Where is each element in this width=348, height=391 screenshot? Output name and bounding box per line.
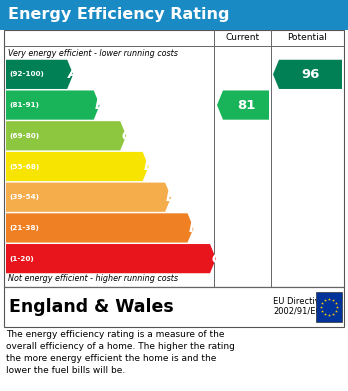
Text: (69-80): (69-80) [9, 133, 39, 139]
Text: A: A [68, 67, 79, 81]
Text: 2002/91/EC: 2002/91/EC [273, 307, 321, 316]
Polygon shape [6, 183, 171, 212]
Text: (21-38): (21-38) [9, 225, 39, 231]
Text: Energy Efficiency Rating: Energy Efficiency Rating [8, 7, 229, 23]
Polygon shape [6, 213, 193, 242]
Polygon shape [6, 90, 100, 120]
Text: D: D [144, 160, 155, 174]
Text: 96: 96 [301, 68, 320, 81]
Bar [4, 287, 344, 327]
Text: Not energy efficient - higher running costs: Not energy efficient - higher running co… [8, 274, 178, 283]
Text: Potential: Potential [287, 34, 327, 43]
Polygon shape [6, 60, 73, 89]
Polygon shape [273, 60, 342, 89]
Bar [0, 0, 348, 30]
Text: 81: 81 [237, 99, 255, 111]
Text: EU Directive: EU Directive [273, 297, 325, 306]
Text: (55-68): (55-68) [9, 163, 39, 170]
Text: B: B [95, 98, 105, 112]
Text: (39-54): (39-54) [9, 194, 39, 200]
Text: England & Wales: England & Wales [9, 298, 174, 316]
Text: Current: Current [226, 34, 260, 43]
Polygon shape [6, 244, 216, 273]
Text: C: C [121, 129, 131, 143]
Polygon shape [217, 90, 269, 120]
Text: E: E [166, 190, 176, 204]
Text: G: G [211, 252, 222, 265]
Text: (1-20): (1-20) [9, 256, 34, 262]
Bar [316, 292, 342, 322]
Text: The energy efficiency rating is a measure of the
overall efficiency of a home. T: The energy efficiency rating is a measur… [6, 330, 235, 375]
Text: (81-91): (81-91) [9, 102, 39, 108]
Polygon shape [6, 152, 149, 181]
Bar [4, 30, 344, 287]
Text: Very energy efficient - lower running costs: Very energy efficient - lower running co… [8, 49, 178, 58]
Text: (92-100): (92-100) [9, 71, 44, 77]
Text: F: F [189, 221, 198, 235]
Polygon shape [6, 121, 126, 151]
